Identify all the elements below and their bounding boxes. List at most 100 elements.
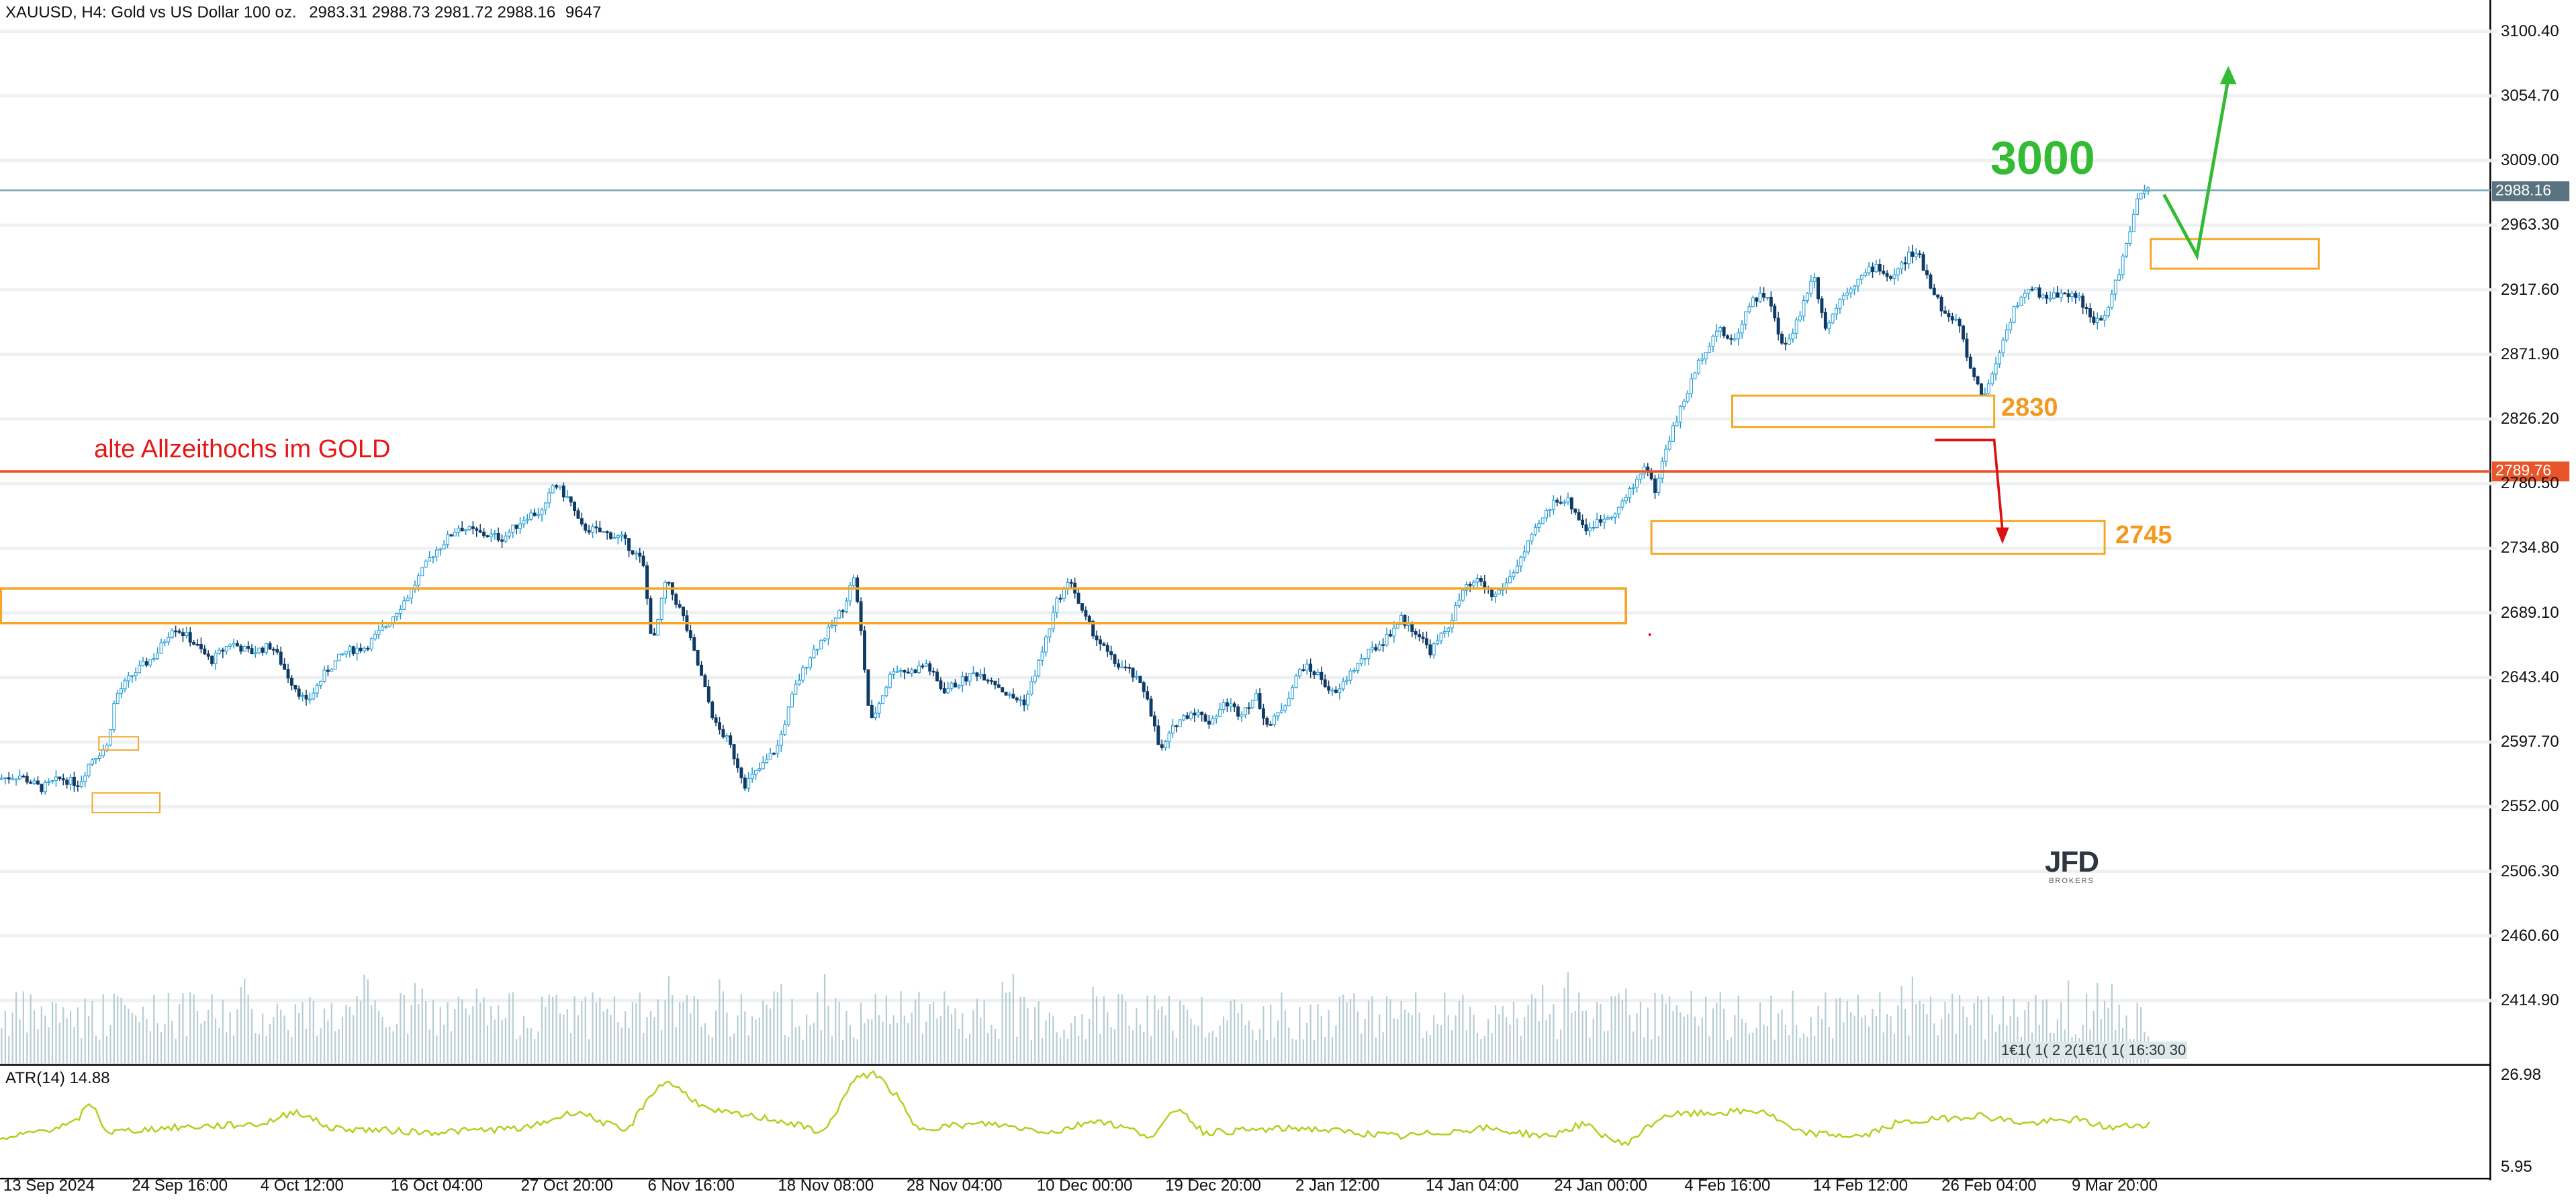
candle-body [1798,316,1802,320]
atr-polyline [0,1070,2150,1146]
level-2830-label: 2830 [2001,394,2058,422]
candle-body [1069,582,1073,584]
bearish-scenario-arrow [1935,439,2004,531]
candle-body [939,680,943,689]
candle-body [1261,708,1265,719]
candle-body [2128,231,2132,244]
candle-body [616,535,620,538]
candle-body [1914,253,1918,257]
candle-body [1595,519,1599,528]
logo-sub: BROKERS [2049,877,2095,885]
candle-body [25,776,29,783]
candle-body [279,651,283,665]
time-label: 27 Oct 20:00 [520,1176,613,1195]
candle-body [754,770,757,775]
candle-body [1537,523,1541,528]
candle-body [797,680,801,685]
candle-body [1146,691,1150,700]
candle-body [561,486,565,498]
volume-bars [1,972,2149,1064]
candle-body [1628,488,1632,498]
candle-body [369,638,373,650]
candle-body [1258,693,1262,709]
candle-body [1004,692,1008,696]
candle-body [1297,669,1301,677]
candle-body [43,782,47,792]
candle-body [1156,725,1160,745]
candle-body [1664,449,1668,462]
candle-body [682,606,685,616]
candle-body [17,776,21,780]
candle-body [1762,293,1765,298]
candle-body [2074,293,2078,298]
candle-body [913,670,917,674]
candle-body [776,745,780,754]
candle-body [2131,214,2135,232]
candle-body [1323,679,1327,688]
candle-body [1424,638,1428,645]
candle-body [1345,680,1349,682]
candle-body [1744,311,1748,325]
candle-body [21,776,26,778]
candle-body [123,680,127,690]
small-zone-a [98,736,140,751]
candle-body [1577,512,1581,520]
candle-body [514,524,518,529]
candle-body [1533,526,1537,535]
candle-body [1802,300,1806,317]
candle-body [1657,477,1661,493]
candle-body [188,632,192,643]
price-tick-label: 2597.70 [2501,733,2559,751]
candle-body [623,535,627,539]
candle-body [1113,654,1117,664]
candle-body [1885,273,1889,277]
candle-body [1693,372,1697,379]
candle-body [856,578,860,602]
candle-body [710,701,715,719]
candle-body [500,539,504,542]
candle-body [486,535,490,537]
candle-body [576,510,580,519]
candle-body [1722,327,1726,336]
candle-body [529,512,533,520]
candle-body [663,582,667,599]
candle-body [1660,461,1664,479]
candle-body [105,744,109,750]
zone-2745 [1650,520,2106,555]
candle-body [1363,657,1367,660]
candle-body [199,644,203,649]
candle-body [659,598,663,620]
candle-body [163,641,167,643]
candle-body [2095,318,2099,323]
candle-body [1700,359,1704,361]
price-tick-label: 2506.30 [2501,862,2559,880]
candle-body [921,665,925,667]
price-tick-label: 2917.60 [2501,280,2559,299]
candle-body [1442,631,1446,634]
candle-body [275,649,279,653]
candle-body [1635,479,1639,488]
zone-2830 [1731,394,1996,428]
candle-body [1559,502,1563,504]
candle-body [1087,616,1091,622]
candle-body [1639,473,1643,480]
candle-body [434,549,439,557]
candle-body [1827,322,1831,329]
candle-body [2081,295,2085,308]
price-tick-label: 3054.70 [2501,86,2559,105]
candle-body [1388,634,1392,637]
candle-body [32,780,36,784]
candle-body [1392,627,1396,637]
candle-body [768,753,772,760]
candle-body [1569,497,1573,510]
candle-body [1602,518,1606,523]
level-2745-label: 2745 [2115,521,2172,549]
candle-body [696,649,700,665]
candle-body [1105,645,1109,652]
candle-body [1581,519,1585,526]
candle-body [852,578,856,586]
candle-body [1729,338,1733,340]
time-label: 2 Jan 12:00 [1295,1176,1380,1195]
candle-body [1758,293,1762,302]
